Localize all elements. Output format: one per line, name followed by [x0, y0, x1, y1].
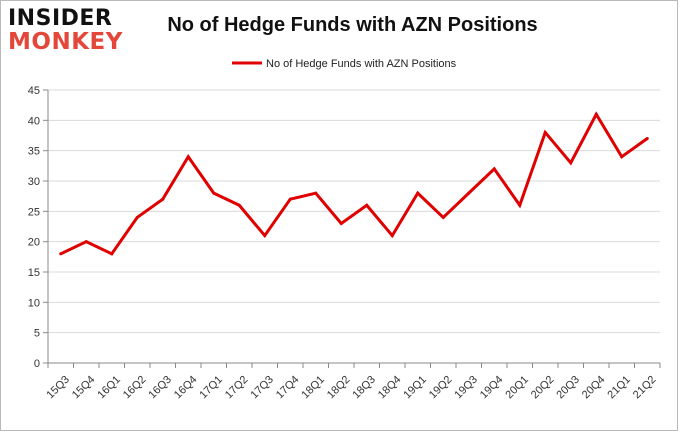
x-tick-label: 19Q2 — [427, 374, 455, 402]
data-point — [620, 155, 624, 159]
y-tick-label: 5 — [34, 328, 40, 340]
data-point — [263, 234, 267, 238]
series-line — [60, 111, 649, 256]
x-tick-label: 16Q2 — [121, 374, 149, 402]
x-tick-label: 19Q3 — [452, 374, 480, 402]
x-tick-label: 20Q2 — [529, 374, 557, 402]
x-tick-label: 21Q1 — [605, 374, 633, 402]
y-tick-label: 45 — [28, 85, 40, 97]
y-tick-label: 10 — [28, 297, 40, 309]
data-point — [390, 234, 394, 238]
legend-label: No of Hedge Funds with AZN Positions — [266, 58, 457, 70]
plot-area — [59, 111, 649, 256]
y-tick-label: 15 — [28, 267, 40, 279]
data-point — [467, 191, 471, 195]
x-axis: 15Q315Q416Q116Q216Q316Q417Q117Q217Q317Q4… — [44, 362, 661, 402]
x-tick-label: 17Q1 — [197, 374, 225, 402]
data-point — [594, 112, 598, 116]
data-point — [186, 155, 190, 159]
data-point — [569, 161, 573, 165]
data-point — [212, 191, 216, 195]
data-point — [492, 167, 496, 171]
x-tick-label: 18Q4 — [376, 374, 404, 402]
data-point — [339, 221, 343, 225]
y-tick-label: 30 — [28, 176, 40, 188]
x-tick-label: 18Q1 — [299, 374, 327, 402]
x-tick-label: 18Q2 — [325, 374, 353, 402]
data-point — [416, 191, 420, 195]
x-tick-label: 21Q2 — [631, 374, 659, 402]
x-tick-label: 17Q4 — [274, 374, 302, 402]
gridlines — [48, 89, 660, 364]
legend: No of Hedge Funds with AZN Positions — [232, 58, 457, 70]
x-tick-label: 15Q3 — [44, 374, 72, 402]
y-tick-label: 40 — [28, 115, 40, 127]
data-point — [518, 203, 522, 207]
x-tick-label: 18Q3 — [350, 374, 378, 402]
x-tick-label: 20Q1 — [503, 374, 531, 402]
data-point — [645, 137, 649, 141]
data-point — [288, 197, 292, 201]
x-tick-label: 16Q4 — [172, 374, 200, 402]
y-tick-label: 20 — [28, 237, 40, 249]
x-tick-label: 16Q3 — [146, 374, 174, 402]
y-tick-label: 25 — [28, 206, 40, 218]
insider-monkey-logo: INSIDER MONKEY — [8, 6, 133, 56]
x-tick-label: 17Q2 — [223, 374, 251, 402]
y-axis: 0 5 10 15 20 25 30 35 40 45 — [28, 85, 49, 370]
logo-line-2: MONKEY — [8, 29, 123, 55]
x-tick-label: 20Q4 — [580, 374, 608, 402]
logo-line-1: INSIDER — [8, 6, 113, 31]
data-point — [84, 240, 88, 244]
data-point — [135, 215, 139, 219]
data-point — [314, 191, 318, 195]
data-point — [59, 252, 63, 256]
data-point — [237, 203, 241, 207]
data-point — [365, 203, 369, 207]
data-point — [441, 215, 445, 219]
data-point — [110, 252, 114, 256]
x-tick-label: 19Q1 — [401, 374, 429, 402]
y-tick-label: 0 — [34, 358, 40, 370]
x-tick-label: 15Q4 — [70, 374, 98, 402]
x-tick-label: 20Q3 — [554, 374, 582, 402]
data-point — [543, 130, 547, 134]
chart-title: No of Hedge Funds with AZN Positions — [167, 14, 538, 36]
x-tick-label: 16Q1 — [95, 374, 123, 402]
data-point — [161, 197, 165, 201]
y-tick-label: 35 — [28, 146, 40, 158]
x-tick-label: 17Q3 — [248, 374, 276, 402]
x-tick-label: 19Q4 — [478, 374, 506, 402]
